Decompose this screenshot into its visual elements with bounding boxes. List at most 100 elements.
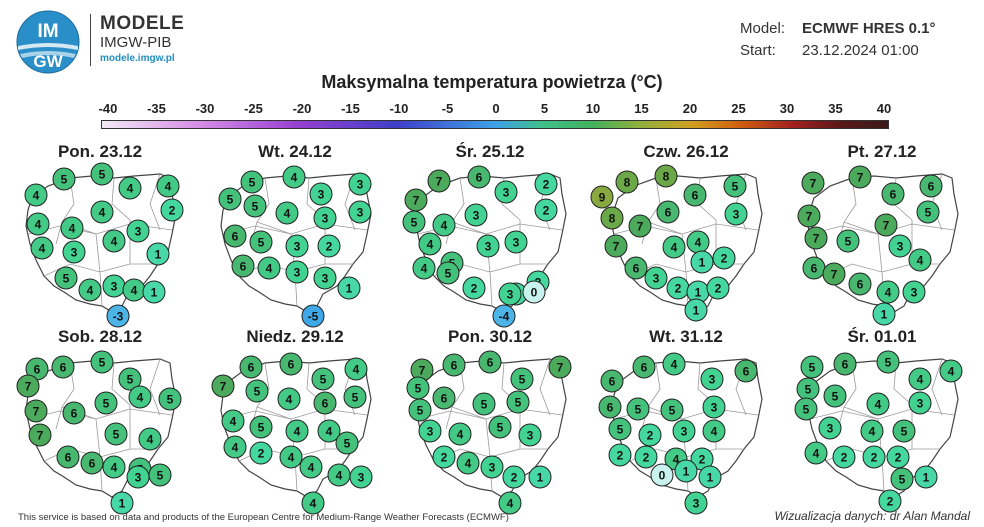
- temperature-marker: 1: [872, 302, 896, 326]
- temperature-value: 7: [413, 194, 420, 208]
- temperature-dot: [600, 369, 624, 393]
- temperature-value: 2: [715, 282, 722, 296]
- temperature-dot: [279, 352, 303, 376]
- forecast-panel: Śr. 25.1277632543245334522230-4: [400, 142, 580, 328]
- temperature-value: 4: [127, 182, 134, 196]
- temperature-dot: [878, 489, 902, 513]
- colorbar-tick-label: 30: [779, 101, 795, 116]
- temperature-dot: [148, 463, 172, 487]
- voivodeship-border: [451, 406, 487, 420]
- temperature-dot: [874, 213, 898, 237]
- temperature-value: 3: [135, 225, 142, 239]
- temperature-dot: [146, 242, 170, 266]
- temperature-value: 4: [111, 235, 118, 249]
- temperature-marker: 4: [277, 387, 301, 411]
- temperature-marker: 5: [916, 200, 940, 224]
- temperature-marker: 4: [60, 216, 84, 240]
- temperature-value: 1: [695, 286, 702, 300]
- temperature-dot: [892, 419, 916, 443]
- temperature-dot: [94, 391, 118, 415]
- temperature-value: 2: [675, 282, 682, 296]
- temperature-value: 4: [39, 242, 46, 256]
- temperature-value: 2: [617, 449, 624, 463]
- start-value: 23.12.2024 01:00: [802, 42, 919, 59]
- temperature-value: 5: [669, 404, 676, 418]
- temperature-marker: 4: [908, 248, 932, 272]
- voivodeship-border: [445, 362, 465, 430]
- temperature-value: 6: [248, 361, 255, 375]
- temperature-value: 3: [897, 240, 904, 254]
- temperature-dot: [876, 280, 900, 304]
- footer-credit: Wizualizacja danych: dr Alan Mandal: [774, 509, 970, 523]
- temperature-dot: [818, 416, 842, 440]
- temperature-value: 4: [869, 425, 876, 439]
- voivodeship-border: [931, 358, 943, 416]
- temperature-value: 2: [471, 282, 478, 296]
- temperature-dot: [245, 379, 269, 403]
- footer-attribution: This service is based on data and produc…: [18, 512, 509, 523]
- temperature-dot: [118, 367, 142, 391]
- voivodeship-border: [111, 177, 131, 221]
- temperature-value: 5: [249, 176, 256, 190]
- temperature-marker: 6: [239, 355, 263, 379]
- temperature-value: 4: [33, 189, 40, 203]
- temperature-dot: [427, 169, 451, 193]
- temperature-dot: [128, 385, 152, 409]
- temperature-marker: 2: [249, 441, 273, 465]
- temperature-marker: 5: [506, 390, 530, 414]
- temperature-value: 7: [806, 210, 813, 224]
- temperature-marker: 6: [624, 256, 648, 280]
- temperature-dot: [249, 415, 273, 439]
- temperature-dot: [866, 392, 890, 416]
- voivodeship-border: [95, 233, 103, 307]
- temperature-value: 4: [695, 236, 702, 250]
- colorbar-tick-labels: -40 -35 -30 -25 -20 -15 -10 -5 0 5 10 15 20 25 30 35 40: [0, 101, 984, 117]
- temperature-value: 5: [320, 373, 327, 387]
- temperature-marker: 3: [902, 280, 926, 304]
- temperature-marker: 2: [706, 276, 730, 300]
- temperature-dot: [634, 445, 658, 469]
- brand-url[interactable]: modele.imgw.pl: [100, 53, 175, 64]
- temperature-marker: 3: [464, 203, 488, 227]
- temperature-value: 5: [252, 200, 259, 214]
- temperature-value: 6: [890, 188, 897, 202]
- temperature-marker: 7: [16, 374, 40, 398]
- temperature-value: 6: [857, 278, 864, 292]
- temperature-dot: [518, 423, 542, 447]
- temperature-value: 8: [624, 176, 631, 190]
- temperature-dot: [480, 455, 504, 479]
- voivodeship-border: [149, 358, 161, 416]
- temperature-value: 5: [127, 373, 134, 387]
- temperature-marker: 5: [311, 367, 335, 391]
- temperature-marker: 5: [836, 229, 860, 253]
- poland-map: 77632543245334522230-4: [402, 165, 567, 328]
- temperature-value: 5: [481, 398, 488, 412]
- temperature-dot: [662, 352, 686, 376]
- temperature-dot: [240, 170, 264, 194]
- temperature-marker: 4: [327, 463, 351, 487]
- temperature-value: 6: [451, 359, 458, 373]
- temperature-dot: [672, 419, 696, 443]
- temperature-marker: 1: [146, 242, 170, 266]
- temperature-dot: [723, 174, 747, 198]
- temperature-marker: 7: [628, 214, 652, 238]
- brand-divider: [90, 14, 91, 66]
- temperature-marker: 3: [702, 395, 726, 419]
- temperature-dot: [881, 182, 905, 206]
- temperature-marker: 5: [158, 387, 182, 411]
- temperature-marker: 4: [456, 451, 480, 475]
- voivodeship-border: [893, 362, 913, 406]
- temperature-marker: 4: [804, 441, 828, 465]
- temperature-dot: [800, 355, 824, 379]
- temperature-marker: 2: [638, 423, 662, 447]
- panel-day-title: Pon. 30.12: [447, 327, 533, 346]
- temperature-dot: [660, 398, 684, 422]
- temperature-value: 2: [721, 252, 728, 266]
- temperature-value: 7: [637, 220, 644, 234]
- temperature-value: 4: [286, 393, 293, 407]
- temperature-marker: 6: [632, 355, 656, 379]
- temperature-marker: 2: [317, 234, 341, 258]
- temperature-value: 4: [671, 241, 678, 255]
- temperature-dot: [638, 423, 662, 447]
- temperature-value: 6: [842, 358, 849, 372]
